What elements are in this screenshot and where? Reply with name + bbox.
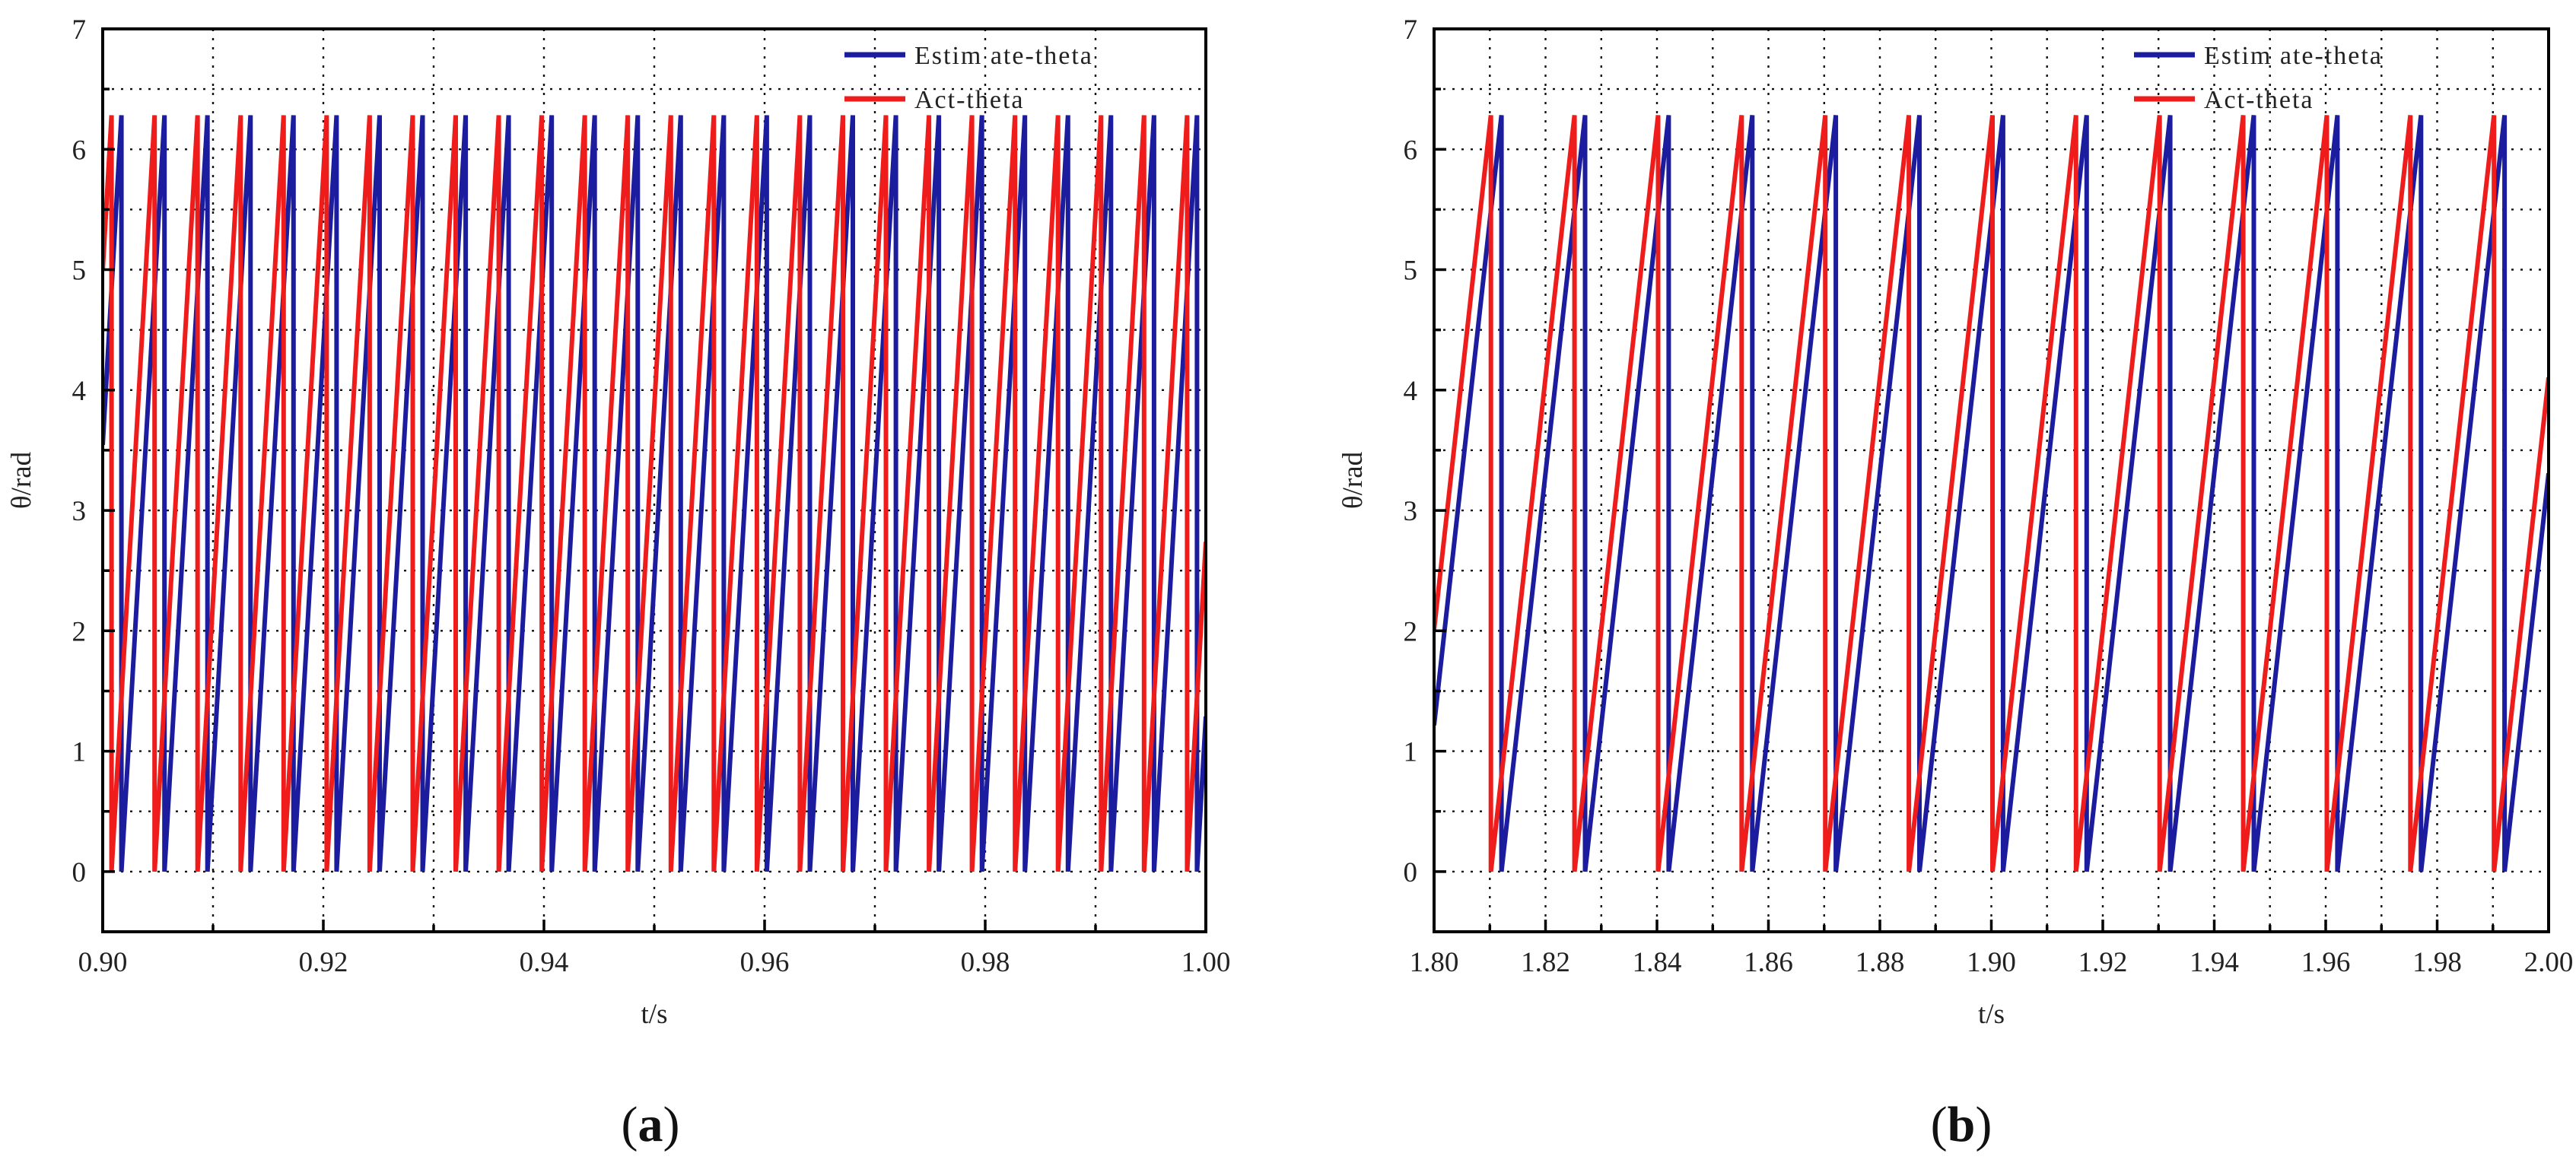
series-line-estimate-theta — [103, 115, 1206, 872]
x-tick-label: 1.98 — [2412, 947, 2462, 978]
y-axis-label: θ/rad — [1337, 451, 1369, 509]
caption-b: (b) — [1931, 1097, 1992, 1152]
x-axis-label: t/s — [641, 999, 668, 1030]
axis-ticks — [101, 27, 1207, 932]
y-tick-label: 3 — [1404, 496, 1418, 527]
x-axis-label: t/s — [1978, 999, 2005, 1030]
x-tick-label: 1.90 — [1967, 947, 2016, 978]
x-tick-label: 0.94 — [520, 947, 569, 978]
legend-label-act-theta: Act-theta — [914, 86, 1025, 114]
x-tick-label: 0.90 — [78, 947, 128, 978]
series-group — [103, 115, 1206, 872]
x-tick-label: 1.88 — [1856, 947, 1905, 978]
x-tick-label: 1.84 — [1633, 947, 1682, 978]
legend-label-estimate-theta: Estim ate-theta — [2204, 42, 2383, 70]
grid — [103, 29, 1206, 932]
y-tick-label: 1 — [72, 737, 87, 768]
x-tick-label: 0.98 — [961, 947, 1010, 978]
x-tick-label: 1.94 — [2190, 947, 2239, 978]
x-tick-label: 2.00 — [2524, 947, 2574, 978]
x-tick-label: 1.92 — [2078, 947, 2128, 978]
y-tick-label: 5 — [1404, 256, 1418, 287]
x-tick-label: 1.96 — [2301, 947, 2351, 978]
series-line-act-theta — [103, 115, 1206, 872]
legend: Estim ate-theta Act-theta — [2134, 42, 2383, 114]
x-tick-label: 1.00 — [1181, 947, 1231, 978]
y-tick-label: 4 — [1404, 376, 1418, 407]
y-tick-label: 2 — [1404, 616, 1418, 647]
y-tick-label: 0 — [1404, 857, 1418, 888]
y-tick-label: 7 — [1404, 14, 1418, 46]
x-tick-label: 1.80 — [1410, 947, 1459, 978]
y-axis-label: θ/rad — [6, 451, 37, 509]
x-tick-label: 1.86 — [1744, 947, 1793, 978]
legend-label-act-theta: Act-theta — [2204, 86, 2314, 114]
y-tick-label: 6 — [1404, 135, 1418, 166]
y-tick-label: 0 — [72, 857, 87, 888]
caption-a: (a) — [622, 1097, 680, 1152]
y-tick-label: 2 — [72, 616, 87, 647]
panel-a-chart: 0.90 0.92 0.94 0.96 0.98 1.00 0 1 2 3 4 5 6 7 t/s θ/rad… — [6, 14, 1230, 1030]
series-line-act-theta — [1434, 115, 2549, 872]
axis-ticks — [1433, 27, 2550, 932]
y-tick-label: 7 — [72, 14, 87, 46]
y-tick-label: 3 — [72, 496, 87, 527]
y-tick-label: 4 — [72, 376, 87, 407]
panel-b-chart: 1.80 1.82 1.84 1.86 1.88 1.90 1.92 1.94 1.96 1.98… — [1337, 14, 2573, 1030]
x-tick-label: 1.82 — [1521, 947, 1570, 978]
y-tick-label: 6 — [72, 135, 87, 166]
y-tick-label: 5 — [72, 256, 87, 287]
legend: Estim ate-theta Act-theta — [844, 42, 1093, 114]
x-tick-label: 0.92 — [299, 947, 348, 978]
series-line-estimate-theta — [1434, 115, 2549, 872]
legend-label-estimate-theta: Estim ate-theta — [914, 42, 1093, 70]
series-group — [1434, 115, 2549, 872]
x-tick-label: 0.96 — [740, 947, 790, 978]
y-tick-label: 1 — [1404, 737, 1418, 768]
